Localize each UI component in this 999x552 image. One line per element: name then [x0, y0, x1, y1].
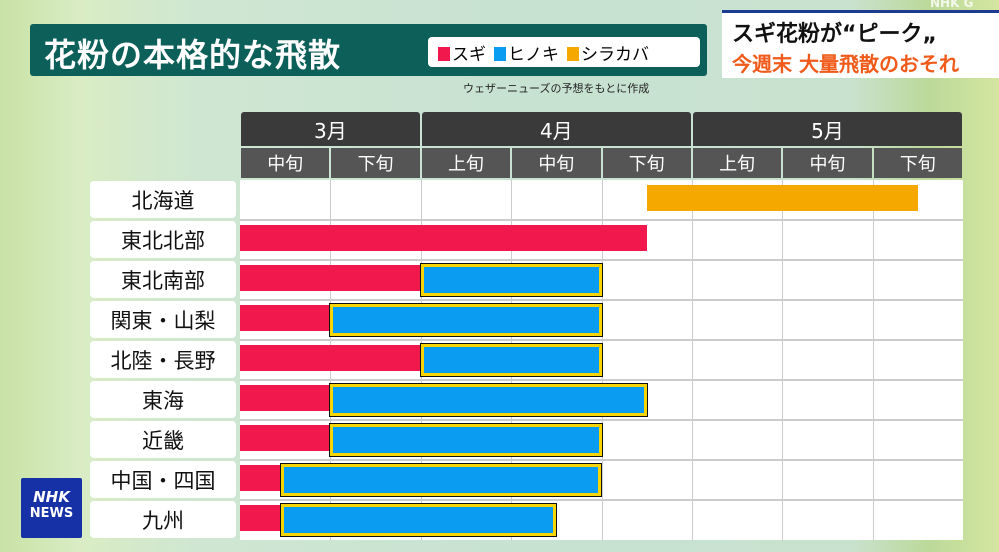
- title-box: 花粉の本格的な飛散 スギ ヒノキ シラカバ: [30, 24, 707, 76]
- region-label: 東海: [90, 381, 236, 418]
- channel-watermark: NHK G: [930, 0, 974, 10]
- bar-hinoki: [279, 503, 558, 537]
- region-label: 近畿: [90, 421, 236, 458]
- month-header: 5月: [692, 112, 962, 146]
- bar-hinoki: [419, 343, 603, 377]
- period-header: 下旬: [602, 148, 691, 178]
- bar-hinoki: [329, 303, 603, 337]
- headline-line1: スギ花粉が“ピーク„: [732, 22, 937, 47]
- legend-swatch: [438, 46, 450, 61]
- legend-item-shirakaba: シラカバ: [567, 40, 649, 65]
- bar-hinoki: [329, 383, 648, 417]
- period-header: 下旬: [331, 148, 420, 178]
- region-label: 北海道: [90, 181, 236, 218]
- bar-sugi: [240, 265, 421, 291]
- legend-swatch: [567, 46, 579, 61]
- logo-text: NEWS: [29, 506, 74, 521]
- bar-sugi: [240, 425, 331, 451]
- bar-sugi: [240, 505, 281, 531]
- bar-shirakaba: [646, 185, 918, 211]
- bar-sugi: [240, 385, 331, 411]
- month-header: 4月: [421, 112, 691, 146]
- legend-label: スギ: [452, 44, 486, 65]
- grid-line: [240, 219, 963, 221]
- grid-line: [240, 339, 963, 341]
- chart-title: 花粉の本格的な飛散: [44, 36, 342, 74]
- source-note: ウェザーニューズの予想をもとに作成: [463, 82, 650, 95]
- bar-hinoki: [329, 423, 603, 457]
- legend: スギ ヒノキ シラカバ: [428, 37, 700, 67]
- legend-swatch: [494, 46, 506, 61]
- period-header: 下旬: [873, 148, 962, 178]
- grid-line: [240, 459, 963, 461]
- grid-line: [240, 379, 963, 381]
- grid-line: [872, 180, 874, 540]
- bar-sugi: [240, 345, 421, 371]
- grid-line: [240, 259, 963, 261]
- bar-hinoki: [419, 263, 603, 297]
- grid-line: [240, 419, 963, 421]
- legend-label: ヒノキ: [508, 44, 559, 65]
- logo-text: NHK: [33, 488, 70, 506]
- region-label: 中国・四国: [90, 461, 236, 498]
- bar-sugi: [240, 465, 281, 491]
- legend-item-sugi: スギ: [438, 40, 486, 65]
- legend-item-hinoki: ヒノキ: [494, 40, 559, 65]
- region-label: 東北北部: [90, 221, 236, 258]
- period-header: 上旬: [421, 148, 511, 178]
- month-header: 3月: [241, 112, 420, 146]
- grid-line: [601, 180, 603, 540]
- period-header: 上旬: [692, 148, 782, 178]
- period-header: 中旬: [783, 148, 872, 178]
- headline-line2: 今週末 大量飛散のおそれ: [732, 52, 959, 76]
- region-label: 関東・山梨: [90, 301, 236, 338]
- headline-box: スギ花粉が“ピーク„ 今週末 大量飛散のおそれ: [722, 10, 999, 78]
- bar-sugi: [240, 305, 331, 331]
- region-label: 北陸・長野: [90, 341, 236, 378]
- grid-line: [691, 180, 693, 540]
- bar-hinoki: [279, 463, 603, 497]
- legend-label: シラカバ: [581, 44, 649, 65]
- period-header: 中旬: [241, 148, 330, 178]
- grid-line: [240, 499, 963, 501]
- grid-line: [782, 180, 784, 540]
- grid-line: [240, 299, 963, 301]
- nhk-news-logo: NHK NEWS: [21, 478, 82, 538]
- period-header: 中旬: [512, 148, 601, 178]
- region-label: 九州: [90, 501, 236, 538]
- region-label: 東北南部: [90, 261, 236, 298]
- bar-sugi: [240, 225, 647, 251]
